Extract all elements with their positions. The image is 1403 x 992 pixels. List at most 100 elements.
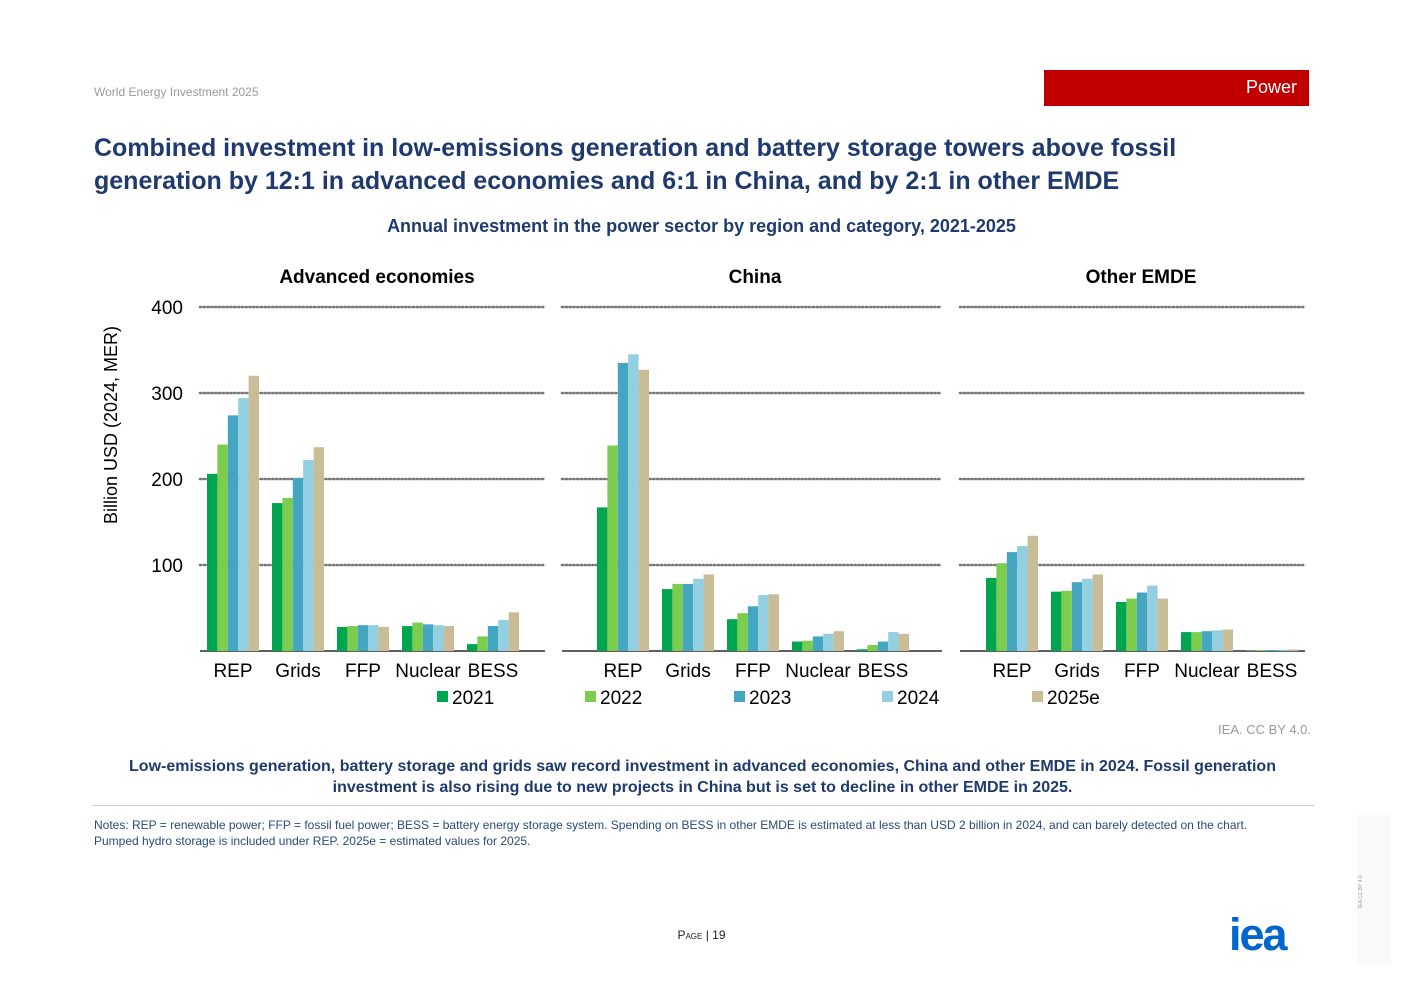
bar-advanced-economies-ffp-2025e [378,626,389,651]
bar-other-emde-rep-2022 [996,563,1007,651]
legend-swatch [585,691,596,702]
chart-credit: IEA. CC BY 4.0. [1218,722,1311,737]
y-axis-label: Billion USD (2024, MER) [101,326,121,524]
bar-other-emde-grids-2021 [1051,591,1062,651]
x-tick-label: REP [992,661,1031,682]
bar-advanced-economies-rep-2025e [248,375,259,651]
bar-advanced-economies-nuclear-2025e [443,626,454,651]
bar-china-grids-2021 [662,589,673,651]
x-tick-label: Grids [1054,661,1099,682]
bar-other-emde-ffp-2025e [1157,598,1168,651]
bar-advanced-economies-nuclear-2024 [433,625,444,651]
bar-other-emde-bess-2024 [1277,649,1288,651]
bar-china-bess-2022 [867,644,878,651]
page-value: | 19 [705,928,726,942]
x-tick-label: BESS [1247,661,1298,682]
bar-other-emde-bess-2023 [1266,650,1278,651]
bar-other-emde-grids-2025e [1092,574,1103,651]
side-credit: IEA CC BY 4.0. [1358,873,1364,908]
bar-china-bess-2021 [857,649,868,651]
divider [92,805,1314,806]
x-tick-label: FFP [1124,661,1160,682]
legend-label: 2021 [452,688,494,709]
bar-china-rep-2025e [638,369,649,651]
bar-advanced-economies-rep-2021 [207,473,218,651]
legend-label: 2025e [1047,688,1100,709]
x-tick-label: Nuclear [395,661,461,682]
y-tick-label: 200 [151,470,183,491]
bar-advanced-economies-bess-2025e [508,612,519,651]
iea-logo: iea [1229,914,1291,954]
bar-china-rep-2021 [597,507,608,651]
x-tick-label: FFP [735,661,771,682]
bar-china-rep-2022 [607,445,618,651]
bar-other-emde-nuclear-2023 [1201,631,1213,651]
bar-china-nuclear-2022 [802,640,813,651]
legend-label: 2023 [749,688,791,709]
bar-advanced-economies-nuclear-2022 [412,622,423,651]
bar-other-emde-grids-2024 [1082,578,1093,651]
x-tick-label: BESS [468,661,519,682]
x-tick-label: Grids [275,661,320,682]
bar-advanced-economies-bess-2021 [467,644,478,651]
bar-china-bess-2025e [898,633,909,651]
bar-china-nuclear-2021 [792,641,803,651]
section-badge: Power [1044,70,1309,106]
bar-china-grids-2025e [703,574,714,651]
page-number: Page | 19 [0,928,1403,942]
bar-other-emde-rep-2021 [986,577,997,651]
bar-other-emde-rep-2023 [1006,552,1018,651]
bar-china-grids-2023 [682,583,694,651]
x-tick-label: BESS [858,661,909,682]
y-tick-label: 100 [151,556,183,577]
bar-advanced-economies-bess-2023 [487,626,499,651]
bar-advanced-economies-rep-2022 [217,444,228,651]
x-tick-label: REP [213,661,252,682]
bar-other-emde-rep-2025e [1027,535,1038,651]
bar-other-emde-nuclear-2025e [1222,629,1233,651]
bar-other-emde-ffp-2021 [1116,601,1127,651]
headline: Combined investment in low-emissions gen… [94,134,1177,195]
legend-swatch [734,691,745,702]
bar-advanced-economies-ffp-2022 [347,626,358,651]
chart-title: Annual investment in the power sector by… [387,216,1016,236]
bar-other-emde-ffp-2022 [1126,598,1137,651]
page-label: Page [677,928,703,942]
side-strip [1357,815,1391,965]
bar-other-emde-bess-2022 [1256,650,1267,651]
panel-title: Other EMDE [1086,267,1197,288]
bar-advanced-economies-grids-2023 [292,478,304,651]
bar-advanced-economies-grids-2021 [272,503,283,651]
bar-advanced-economies-ffp-2024 [368,625,379,651]
bar-other-emde-grids-2022 [1061,590,1072,651]
bar-advanced-economies-ffp-2021 [337,626,348,651]
x-tick-label: Nuclear [785,661,851,682]
panel-title: China [729,267,782,288]
bar-advanced-economies-rep-2024 [238,398,249,651]
bar-other-emde-ffp-2024 [1147,585,1158,651]
legend-label: 2024 [897,688,940,709]
power-investment-chart: Billion USD (2024, MER) 100 200 300 400 Advan… [101,267,1307,709]
bar-china-ffp-2022 [737,613,748,651]
bar-advanced-economies-grids-2022 [282,497,293,651]
bar-china-ffp-2024 [758,595,769,651]
bar-china-rep-2024 [628,354,639,651]
bar-other-emde-grids-2023 [1071,582,1083,651]
legend-swatch [1032,691,1043,702]
bar-china-bess-2024 [888,632,899,651]
panel-title: Advanced economies [279,267,474,288]
bar-other-emde-rep-2024 [1017,546,1028,651]
bar-advanced-economies-grids-2025e [313,447,324,651]
bar-other-emde-nuclear-2021 [1181,632,1192,651]
bar-china-nuclear-2025e [833,631,844,651]
bar-advanced-economies-ffp-2023 [357,625,369,651]
bar-other-emde-ffp-2023 [1136,592,1148,651]
bar-advanced-economies-bess-2022 [477,636,488,651]
bar-advanced-economies-grids-2024 [303,460,314,651]
bar-other-emde-nuclear-2022 [1191,632,1202,651]
bar-other-emde-nuclear-2024 [1212,630,1223,651]
bar-china-grids-2022 [672,583,683,651]
bar-advanced-economies-rep-2023 [227,415,239,651]
bar-advanced-economies-bess-2024 [498,620,509,651]
bar-china-ffp-2021 [727,619,738,651]
